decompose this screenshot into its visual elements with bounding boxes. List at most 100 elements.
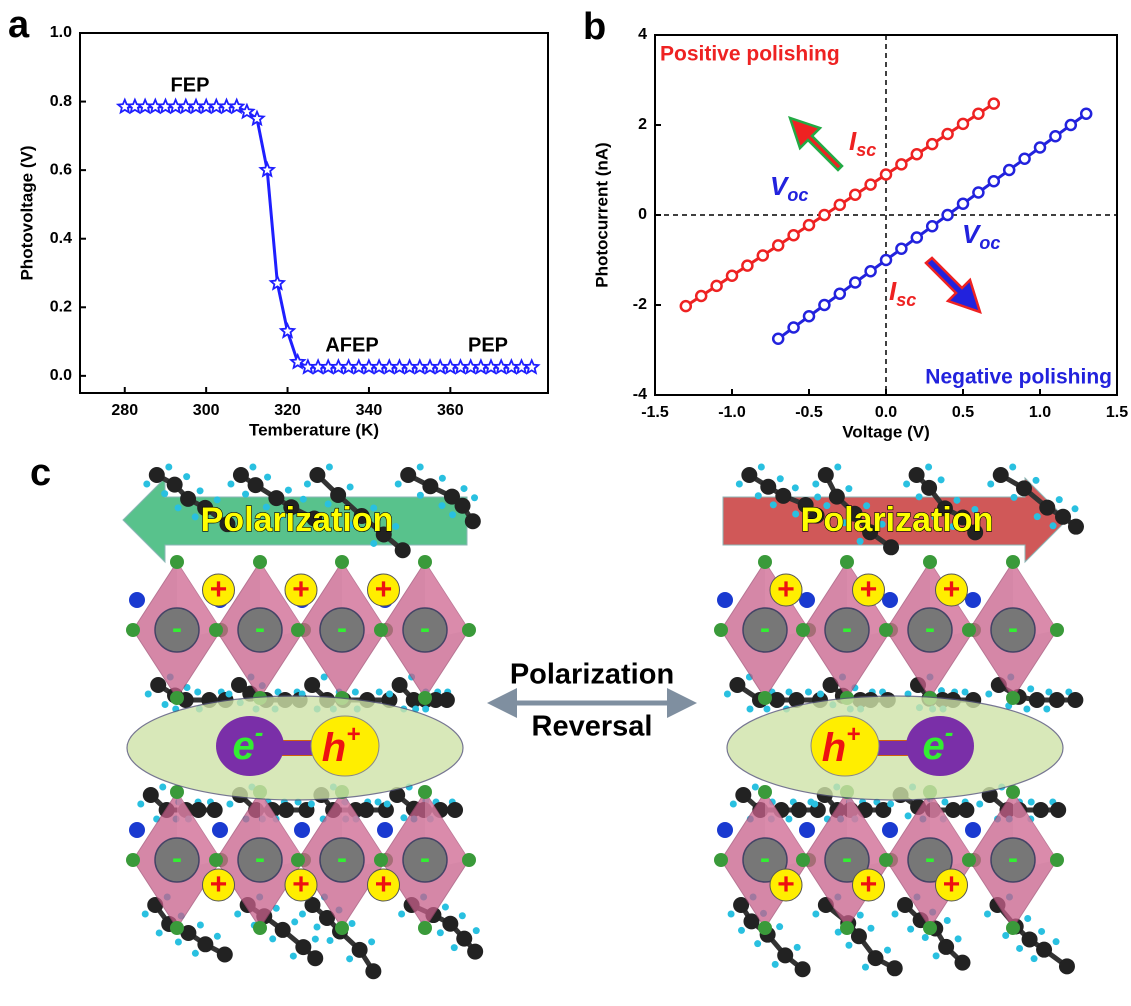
x-tick-label: 340 [356,402,383,419]
charge: - [255,842,265,875]
atom [1039,500,1055,516]
atom [785,816,792,823]
panel-label: c [30,452,51,494]
data-point [896,244,906,254]
atom [730,801,737,808]
atom [1011,494,1018,501]
atom [879,853,893,867]
data-point [1035,143,1045,153]
atom [993,467,1009,483]
atom [455,498,471,514]
atom [295,939,311,955]
charge: - [172,842,182,875]
charge: + [860,573,878,606]
x-tick-label: 0.0 [875,404,897,421]
atom [1033,477,1040,484]
atom [417,464,424,471]
atom [418,921,432,935]
atom [728,911,735,918]
charge: - [760,842,770,875]
center-text: Reversal [532,711,653,743]
atom [422,706,429,713]
atom [965,822,981,838]
data-point [819,210,829,220]
atom [1067,692,1083,708]
atom [1016,480,1032,496]
charge: - [420,842,430,875]
atom [161,490,168,497]
atom [987,481,994,488]
atom [217,947,233,963]
atom [763,706,770,713]
atom [197,936,213,952]
atom [294,822,310,838]
data-point [1066,120,1076,130]
atom [249,464,256,471]
atom [398,911,405,918]
data-point [850,278,860,288]
annotation: PEP [468,334,508,356]
data-point [973,188,983,198]
atom [285,487,292,494]
annotation: Negative polishing [925,366,1112,389]
charge: + [943,573,961,606]
atom [845,942,852,949]
hole-letter: h [822,726,846,770]
x-tick-label: -1.5 [641,404,669,421]
atom [772,961,779,968]
atom [777,947,793,963]
data-point [912,149,922,159]
atom [253,921,267,935]
charge: - [925,612,935,645]
atom [192,950,199,957]
data-point [866,180,876,190]
atom [1022,931,1038,947]
atom [796,623,810,637]
atom [792,484,799,491]
atom [862,964,869,971]
data-point [896,159,906,169]
x-tick-label: 1.5 [1106,404,1128,421]
atom [291,918,298,925]
atom [867,925,874,932]
atom [150,677,166,693]
atom [149,467,165,483]
atom [796,853,810,867]
x-tick-label: 320 [274,402,301,419]
atom [349,920,356,927]
atom [1029,692,1045,708]
annotation-sub: sc [856,140,876,160]
atom [368,938,375,945]
y-axis-label: Photovoltage (V) [17,145,36,280]
atom [758,464,765,471]
atom [758,691,772,705]
atom [465,513,481,529]
data-point [1050,131,1060,141]
data-point [758,251,768,261]
atom [760,479,776,495]
charge: - [172,612,182,645]
atom [1028,799,1035,806]
center-text: Polarization [510,659,674,691]
atom [226,801,233,808]
charge: - [255,612,265,645]
x-axis-label: Voltage (V) [842,422,930,441]
charge: - [842,842,852,875]
panel-label: a [8,4,30,46]
atom [447,802,463,818]
atom [309,467,325,483]
atom [227,481,234,488]
atom [791,802,807,818]
atom [714,853,728,867]
atom [754,940,761,947]
data-point [881,255,891,265]
atom [1053,938,1060,945]
charge: - [842,612,852,645]
atom [758,785,772,799]
atom [462,623,476,637]
annotation-sub: oc [979,233,1000,253]
atom [903,481,910,488]
atom [834,464,841,471]
atom [437,929,444,936]
atom [264,474,271,481]
